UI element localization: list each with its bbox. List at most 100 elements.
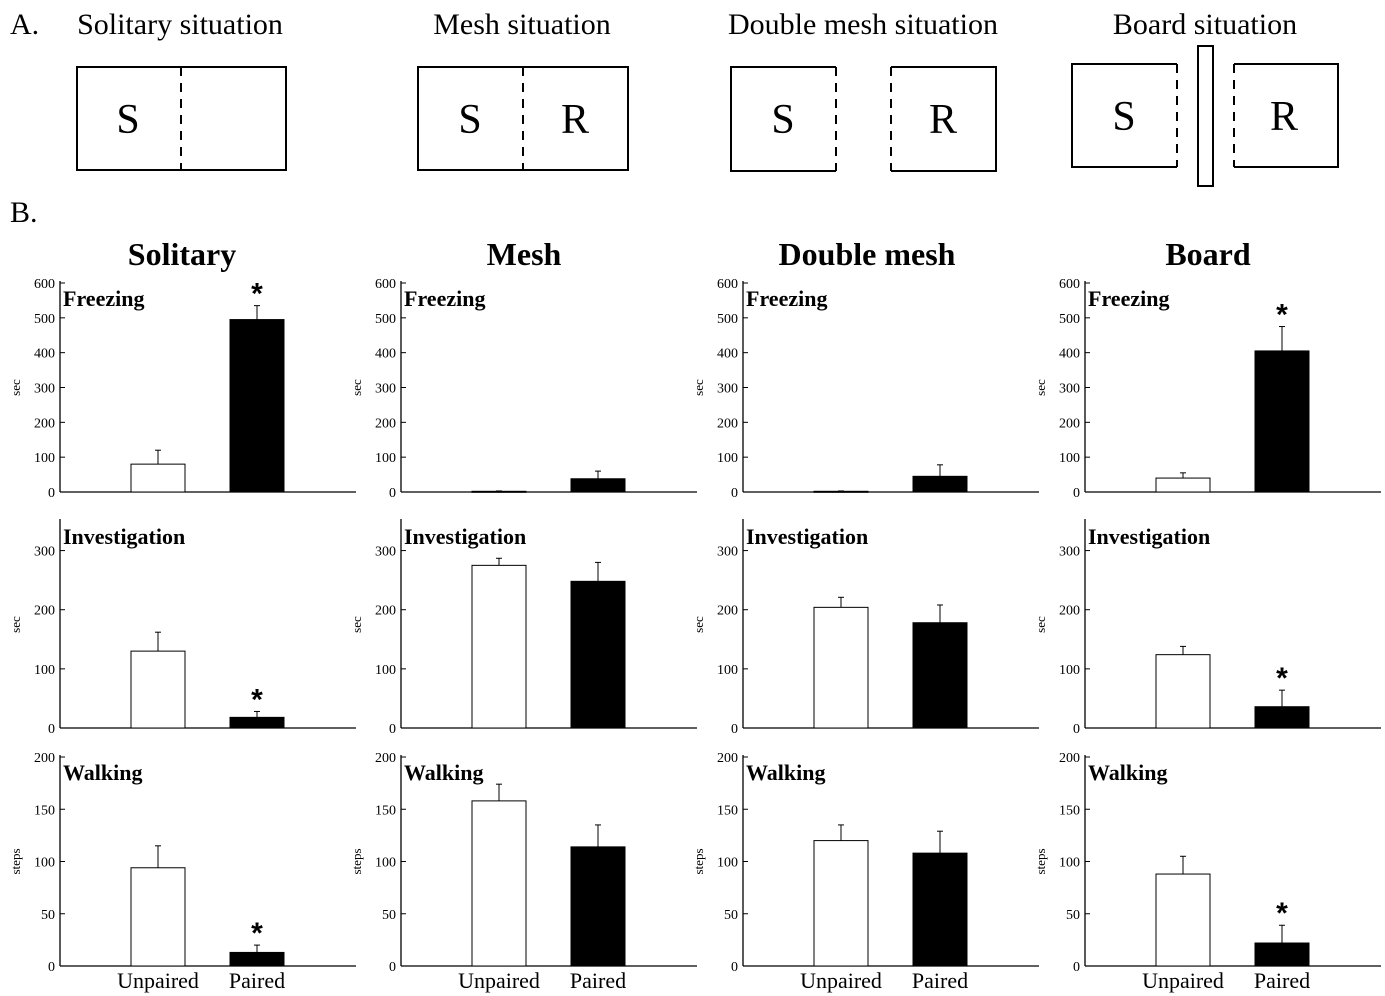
- bar-paired: [912, 475, 968, 493]
- bar-paired: [229, 716, 285, 729]
- y-tick-label: 200: [34, 416, 55, 431]
- y-tick-label: 50: [724, 908, 738, 923]
- row-label: Walking: [746, 760, 825, 785]
- y-axis-label: sec: [8, 616, 23, 633]
- y-axis-label: steps: [1033, 849, 1048, 875]
- y-tick-label: 0: [48, 486, 55, 501]
- y-tick-label: 0: [731, 722, 738, 737]
- bar-unpaired: [130, 463, 186, 493]
- row-label: Investigation: [1088, 524, 1210, 549]
- subplot-walking: 0 50 100 150 200 steps Walking * Unpaired Paired: [1033, 751, 1381, 993]
- y-tick-label: 300: [717, 382, 738, 397]
- situation-double-mesh: Double mesh situation S R: [728, 8, 998, 172]
- y-axis-label: steps: [349, 849, 364, 875]
- subplot-investigation: 0 100 200 300 sec Investigation *: [8, 519, 356, 737]
- y-tick-label: 600: [34, 277, 55, 292]
- bar-unpaired: [1155, 654, 1211, 729]
- y-tick-label: 200: [375, 416, 396, 431]
- bar-unpaired: [130, 650, 186, 729]
- y-tick-label: 100: [1059, 663, 1080, 678]
- subplot-investigation: 0 100 200 300 sec Investigation: [691, 519, 1039, 737]
- y-tick-label: 200: [34, 751, 55, 766]
- row-label: Walking: [404, 760, 483, 785]
- y-tick-label: 200: [1059, 604, 1080, 619]
- panel-a-letter: A.: [10, 8, 39, 41]
- y-axis-label: sec: [1033, 616, 1048, 633]
- significance-marker: *: [1276, 897, 1288, 930]
- subplot-investigation: 0 100 200 300 sec Investigation *: [1033, 519, 1381, 737]
- subplot-walking: 0 50 100 150 200 steps Walking Unpaired Paired: [349, 751, 697, 993]
- subject-label: S: [116, 97, 139, 143]
- significance-marker: *: [1276, 299, 1288, 332]
- y-tick-label: 600: [1059, 277, 1080, 292]
- y-tick-label: 0: [1073, 486, 1080, 501]
- y-tick-label: 100: [34, 451, 55, 466]
- partner-label: R: [561, 97, 589, 143]
- y-tick-label: 200: [1059, 751, 1080, 766]
- y-tick-label: 500: [717, 312, 738, 327]
- y-tick-label: 100: [34, 856, 55, 871]
- significance-marker: *: [251, 917, 263, 950]
- situation-mesh: Mesh situation S R: [417, 8, 629, 171]
- y-axis-label: sec: [691, 379, 706, 396]
- bar-unpaired: [471, 564, 527, 729]
- row-label: Freezing: [404, 286, 485, 311]
- y-tick-label: 600: [375, 277, 396, 292]
- row-label: Walking: [63, 760, 142, 785]
- row-label: Investigation: [63, 524, 185, 549]
- y-tick-label: 300: [34, 382, 55, 397]
- bar-unpaired: [813, 840, 869, 967]
- y-tick-label: 150: [717, 803, 738, 818]
- y-axis-label: steps: [8, 849, 23, 875]
- y-tick-label: 0: [48, 722, 55, 737]
- y-axis-label: sec: [1033, 379, 1048, 396]
- bar-paired: [570, 580, 626, 729]
- y-tick-label: 200: [717, 604, 738, 619]
- subplot-freezing: 0 100 200 300 400 500 600 sec Freezing: [349, 277, 697, 501]
- y-tick-label: 0: [1073, 960, 1080, 975]
- y-tick-label: 500: [34, 312, 55, 327]
- situation-title: Double mesh situation: [728, 8, 998, 41]
- y-tick-label: 300: [375, 382, 396, 397]
- y-tick-label: 100: [375, 856, 396, 871]
- y-tick-label: 200: [717, 416, 738, 431]
- bar-paired: [1254, 942, 1310, 967]
- significance-marker: *: [1276, 662, 1288, 695]
- situation-title: Board situation: [1113, 8, 1297, 41]
- y-axis-label: sec: [349, 616, 364, 633]
- y-tick-label: 100: [717, 856, 738, 871]
- y-tick-label: 150: [375, 803, 396, 818]
- subject-label: S: [771, 97, 794, 143]
- left-chamber: [1071, 63, 1177, 168]
- subject-label: S: [458, 97, 481, 143]
- bar-unpaired: [1155, 477, 1211, 493]
- situation-title: Solitary situation: [77, 8, 283, 41]
- y-tick-label: 0: [389, 960, 396, 975]
- subject-label: S: [1112, 94, 1135, 140]
- y-tick-label: 300: [1059, 382, 1080, 397]
- bar-paired: [912, 622, 968, 729]
- x-category-label: Paired: [570, 968, 626, 993]
- significance-marker: *: [251, 683, 263, 716]
- y-tick-label: 500: [375, 312, 396, 327]
- y-tick-label: 200: [1059, 416, 1080, 431]
- y-tick-label: 200: [34, 604, 55, 619]
- subplot-freezing: 0 100 200 300 400 500 600 sec Freezing *: [8, 277, 356, 501]
- row-label: Freezing: [746, 286, 827, 311]
- row-label: Freezing: [63, 286, 144, 311]
- y-tick-label: 400: [1059, 347, 1080, 362]
- row-label: Walking: [1088, 760, 1167, 785]
- situation-board: Board situation S R: [1071, 8, 1339, 187]
- subplot-walking: 0 50 100 150 200 steps Walking Unpaired Paired: [691, 751, 1039, 993]
- y-axis-label: steps: [691, 849, 706, 875]
- bar-unpaired: [471, 800, 527, 967]
- bar-paired: [570, 478, 626, 493]
- y-tick-label: 50: [1066, 908, 1080, 923]
- bar-paired: [570, 846, 626, 967]
- y-tick-label: 100: [375, 663, 396, 678]
- y-tick-label: 400: [34, 347, 55, 362]
- bar-unpaired: [130, 867, 186, 967]
- y-tick-label: 0: [389, 486, 396, 501]
- column-title-double-mesh: Double mesh: [779, 236, 956, 272]
